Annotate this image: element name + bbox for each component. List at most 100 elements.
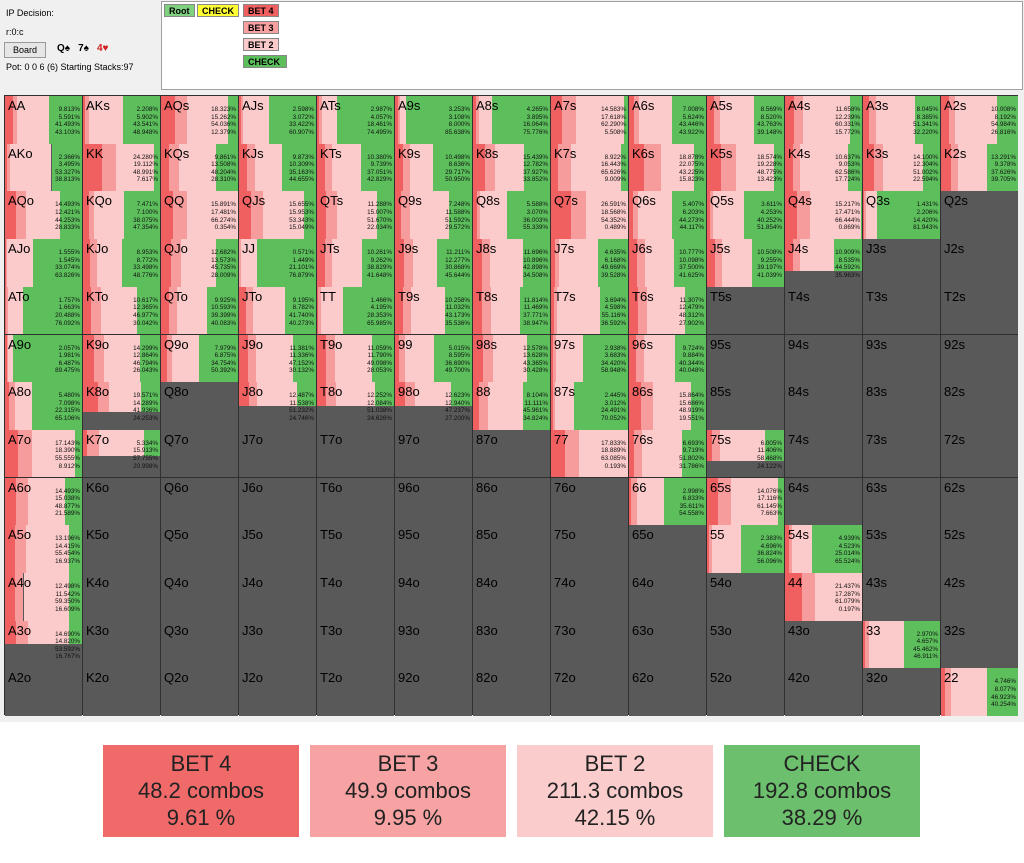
hand-cell[interactable]: J6o xyxy=(239,477,316,526)
hand-cell[interactable]: J3o xyxy=(239,620,316,669)
tree-node-bet4[interactable]: BET 4 xyxy=(243,4,279,17)
hand-cell[interactable]: Q8o xyxy=(161,382,238,430)
hand-cell[interactable]: T6o xyxy=(317,477,394,526)
hand-cell[interactable]: Q2o xyxy=(161,668,238,716)
hand-cell[interactable]: 15.217% 17.471% 66.444% 0.869% Q4s xyxy=(785,191,862,239)
hand-cell[interactable]: 85s xyxy=(707,382,784,430)
hand-cell[interactable]: 11.211% 12.277% 30.868% 45.644% J9s xyxy=(395,239,472,287)
hand-cell[interactable]: T2o xyxy=(317,668,394,716)
hand-cell[interactable]: 14.493% 15.038% 48.877% 21.589% A6o xyxy=(5,477,82,526)
hand-cell[interactable]: 53s xyxy=(863,525,940,573)
hand-cell[interactable]: Q7o xyxy=(161,429,238,478)
hand-cell[interactable]: 10.261% 9.262% 38.829% 41.648% JTs xyxy=(317,239,394,287)
hand-cell[interactable]: 5.334% 15.913% 57.755% 20.998% K7o xyxy=(83,429,160,478)
hand-cell[interactable]: 2.987% 4.057% 18.461% 74.495% ATs xyxy=(317,96,394,144)
hand-cell[interactable]: 97o xyxy=(395,429,472,478)
hand-cell[interactable]: 10.008% 8.192% 54.984% 26.816% A2s xyxy=(941,96,1018,144)
hand-cell[interactable]: 10.617% 12.365% 46.977% 30.042% KTo xyxy=(83,286,160,335)
hand-cell[interactable]: K6o xyxy=(83,477,160,526)
hand-cell[interactable]: 85o xyxy=(473,525,550,573)
hand-cell[interactable]: J3s xyxy=(863,239,940,287)
board-button[interactable]: Board xyxy=(4,42,46,58)
hand-cell[interactable]: 2.208% 5.902% 43.541% 48.948% AKs xyxy=(83,96,160,144)
hand-cell[interactable]: 43s xyxy=(863,573,940,621)
hand-cell[interactable]: 3.611% 4.253% 40.252% 51.854% Q5s xyxy=(707,191,784,239)
hand-cell[interactable]: 15.864% 15.686% 48.919% 19.551% 86s xyxy=(629,382,706,430)
hand-cell[interactable]: 18.878% 22.075% 43.225% 15.823% K6s xyxy=(629,143,706,192)
hand-cell[interactable]: 9.195% 8.782% 41.740% 40.273% JTo xyxy=(239,286,316,335)
hand-cell[interactable]: 75o xyxy=(551,525,628,573)
hand-cell[interactable]: 8.104% 11.111% 45.961% 34.824% 88 xyxy=(473,382,550,430)
hand-cell[interactable]: 12.578% 13.628% 43.365% 30.428% 98s xyxy=(473,334,550,383)
hand-cell[interactable]: J5o xyxy=(239,525,316,573)
hand-cell[interactable]: 5.015% 8.595% 36.690% 49.700% 99 xyxy=(395,334,472,383)
hand-cell[interactable]: 1.466% 4.195% 28.353% 65.985% TT xyxy=(317,286,394,335)
hand-cell[interactable]: 7.979% 6.875% 34.754% 50.392% Q9o xyxy=(161,334,238,383)
hand-cell[interactable]: 76o xyxy=(551,477,628,526)
hand-cell[interactable]: 15.439% 12.782% 37.927% 33.852% K8s xyxy=(473,143,550,192)
hand-cell[interactable]: 9.861% 13.508% 48.204% 28.310% KQs xyxy=(161,143,238,192)
hand-cell[interactable]: 32s xyxy=(941,620,1018,669)
hand-cell[interactable]: 13.196% 14.415% 55.454% 16.937% A5o xyxy=(5,525,82,573)
hand-cell[interactable]: T4s xyxy=(785,286,862,335)
hand-cell[interactable]: 11.059% 11.790% 49.098% 28.053% T9o xyxy=(317,334,394,383)
hand-cell[interactable]: 93o xyxy=(395,620,472,669)
hand-cell[interactable]: 10.777% 10.098% 37.500% 41.625% J6s xyxy=(629,239,706,287)
hand-cell[interactable]: 8.569% 8.520% 43.763% 39.148% A5s xyxy=(707,96,784,144)
hand-cell[interactable]: 24.280% 19.112% 48.991% 7.617% KK xyxy=(83,143,160,192)
hand-cell[interactable]: 18.574% 19.228% 48.775% 13.423% K5s xyxy=(707,143,784,192)
hand-cell[interactable]: 7.248% 11.588% 51.592% 29.572% Q9s xyxy=(395,191,472,239)
hand-cell[interactable]: Q4o xyxy=(161,573,238,621)
hand-cell[interactable]: J2s xyxy=(941,239,1018,287)
hand-cell[interactable]: 10.508% 9.255% 39.197% 41.039% J5s xyxy=(707,239,784,287)
hand-cell[interactable]: 10.498% 8.636% 29.717% 50.950% K9s xyxy=(395,143,472,192)
hand-cell[interactable]: K5o xyxy=(83,525,160,573)
hand-cell[interactable]: 10.258% 11.032% 43.173% 35.536% T9s xyxy=(395,286,472,335)
hand-cell[interactable]: 26.591% 18.568% 54.352% 0.489% Q7s xyxy=(551,191,628,239)
hand-cell[interactable]: 12.682% 13.573% 45.735% 28.009% QJo xyxy=(161,239,238,287)
hand-cell[interactable]: 21.437% 17.287% 61.079% 0.197% 44 xyxy=(785,573,862,621)
hand-cell[interactable]: 73o xyxy=(551,620,628,669)
hand-cell[interactable]: 43o xyxy=(785,620,862,669)
hand-cell[interactable]: 11.658% 12.239% 60.331% 15.772% A4s xyxy=(785,96,862,144)
hand-cell[interactable]: 83s xyxy=(863,382,940,430)
hand-cell[interactable]: 2.057% 1.981% 6.487% 89.475% A9o xyxy=(5,334,82,383)
hand-cell[interactable]: 3.694% 4.598% 55.116% 36.592% T7s xyxy=(551,286,628,335)
hand-cell[interactable]: 11.288% 15.007% 51.670% 22.034% QTs xyxy=(317,191,394,239)
hand-cell[interactable]: 2.366% 3.495% 53.327% 38.813% AKo xyxy=(5,143,82,192)
hand-cell[interactable]: 32o xyxy=(863,668,940,716)
hand-cell[interactable]: T3s xyxy=(863,286,940,335)
hand-cell[interactable]: 12.252% 12.084% 51.038% 24.626% T8o xyxy=(317,382,394,430)
tree-node-bet3[interactable]: BET 3 xyxy=(243,21,279,34)
hand-cell[interactable]: 4.635% 6.168% 49.669% 39.528% J7s xyxy=(551,239,628,287)
hand-cell[interactable]: 52o xyxy=(707,668,784,716)
hand-cell[interactable]: 86o xyxy=(473,477,550,526)
hand-cell[interactable]: J4o xyxy=(239,573,316,621)
hand-cell[interactable]: 65o xyxy=(629,525,706,573)
hand-cell[interactable]: 14.493% 12.421% 44.253% 28.833% AQo xyxy=(5,191,82,239)
hand-cell[interactable]: T3o xyxy=(317,620,394,669)
hand-cell[interactable]: J7o xyxy=(239,429,316,478)
hand-cell[interactable]: 8.045% 8.385% 51.341% 32.220% A3s xyxy=(863,96,940,144)
hand-cell[interactable]: 2.938% 3.683% 34.420% 58.948% 97s xyxy=(551,334,628,383)
hand-cell[interactable]: 5.588% 3.070% 36.003% 55.339% Q8s xyxy=(473,191,550,239)
hand-cell[interactable]: 11.381% 11.336% 47.152% 30.132% J9o xyxy=(239,334,316,383)
hand-cell[interactable]: 10.637% 9.053% 62.586% 17.724% K4s xyxy=(785,143,862,192)
hand-cell[interactable]: Q6o xyxy=(161,477,238,526)
hand-cell[interactable]: 17.143% 18.390% 55.555% 8.912% A7o xyxy=(5,429,82,478)
tree-node-check[interactable]: CHECK xyxy=(243,55,287,68)
hand-cell[interactable]: 11.307% 12.479% 48.312% 27.902% T6s xyxy=(629,286,706,335)
hand-cell[interactable]: 6.005% 11.406% 58.468% 24.122% 75s xyxy=(707,429,784,478)
hand-cell[interactable]: 1.555% 1.545% 33.074% 63.826% AJo xyxy=(5,239,82,287)
hand-cell[interactable]: 14.076% 17.116% 61.145% 7.663% 65s xyxy=(707,477,784,526)
hand-cell[interactable]: 64o xyxy=(629,573,706,621)
hand-cell[interactable]: 19.571% 14.289% 41.936% 24.253% K8o xyxy=(83,382,160,430)
hand-cell[interactable]: 2.598% 3.072% 33.422% 60.907% AJs xyxy=(239,96,316,144)
hand-cell[interactable]: 82o xyxy=(473,668,550,716)
hand-cell[interactable]: 11.696% 10.896% 42.898% 34.508% J8s xyxy=(473,239,550,287)
hand-cell[interactable]: 4.939% 4.523% 25.014% 65.524% 54s xyxy=(785,525,862,573)
hand-cell[interactable]: 17.833% 18.889% 63.085% 0.193% 77 xyxy=(551,429,628,478)
hand-cell[interactable]: 2.445% 3.012% 24.491% 70.052% 87s xyxy=(551,382,628,430)
hand-cell[interactable]: 95s xyxy=(707,334,784,383)
hand-cell[interactable]: 14.583% 17.618% 62.290% 5.508% A7s xyxy=(551,96,628,144)
